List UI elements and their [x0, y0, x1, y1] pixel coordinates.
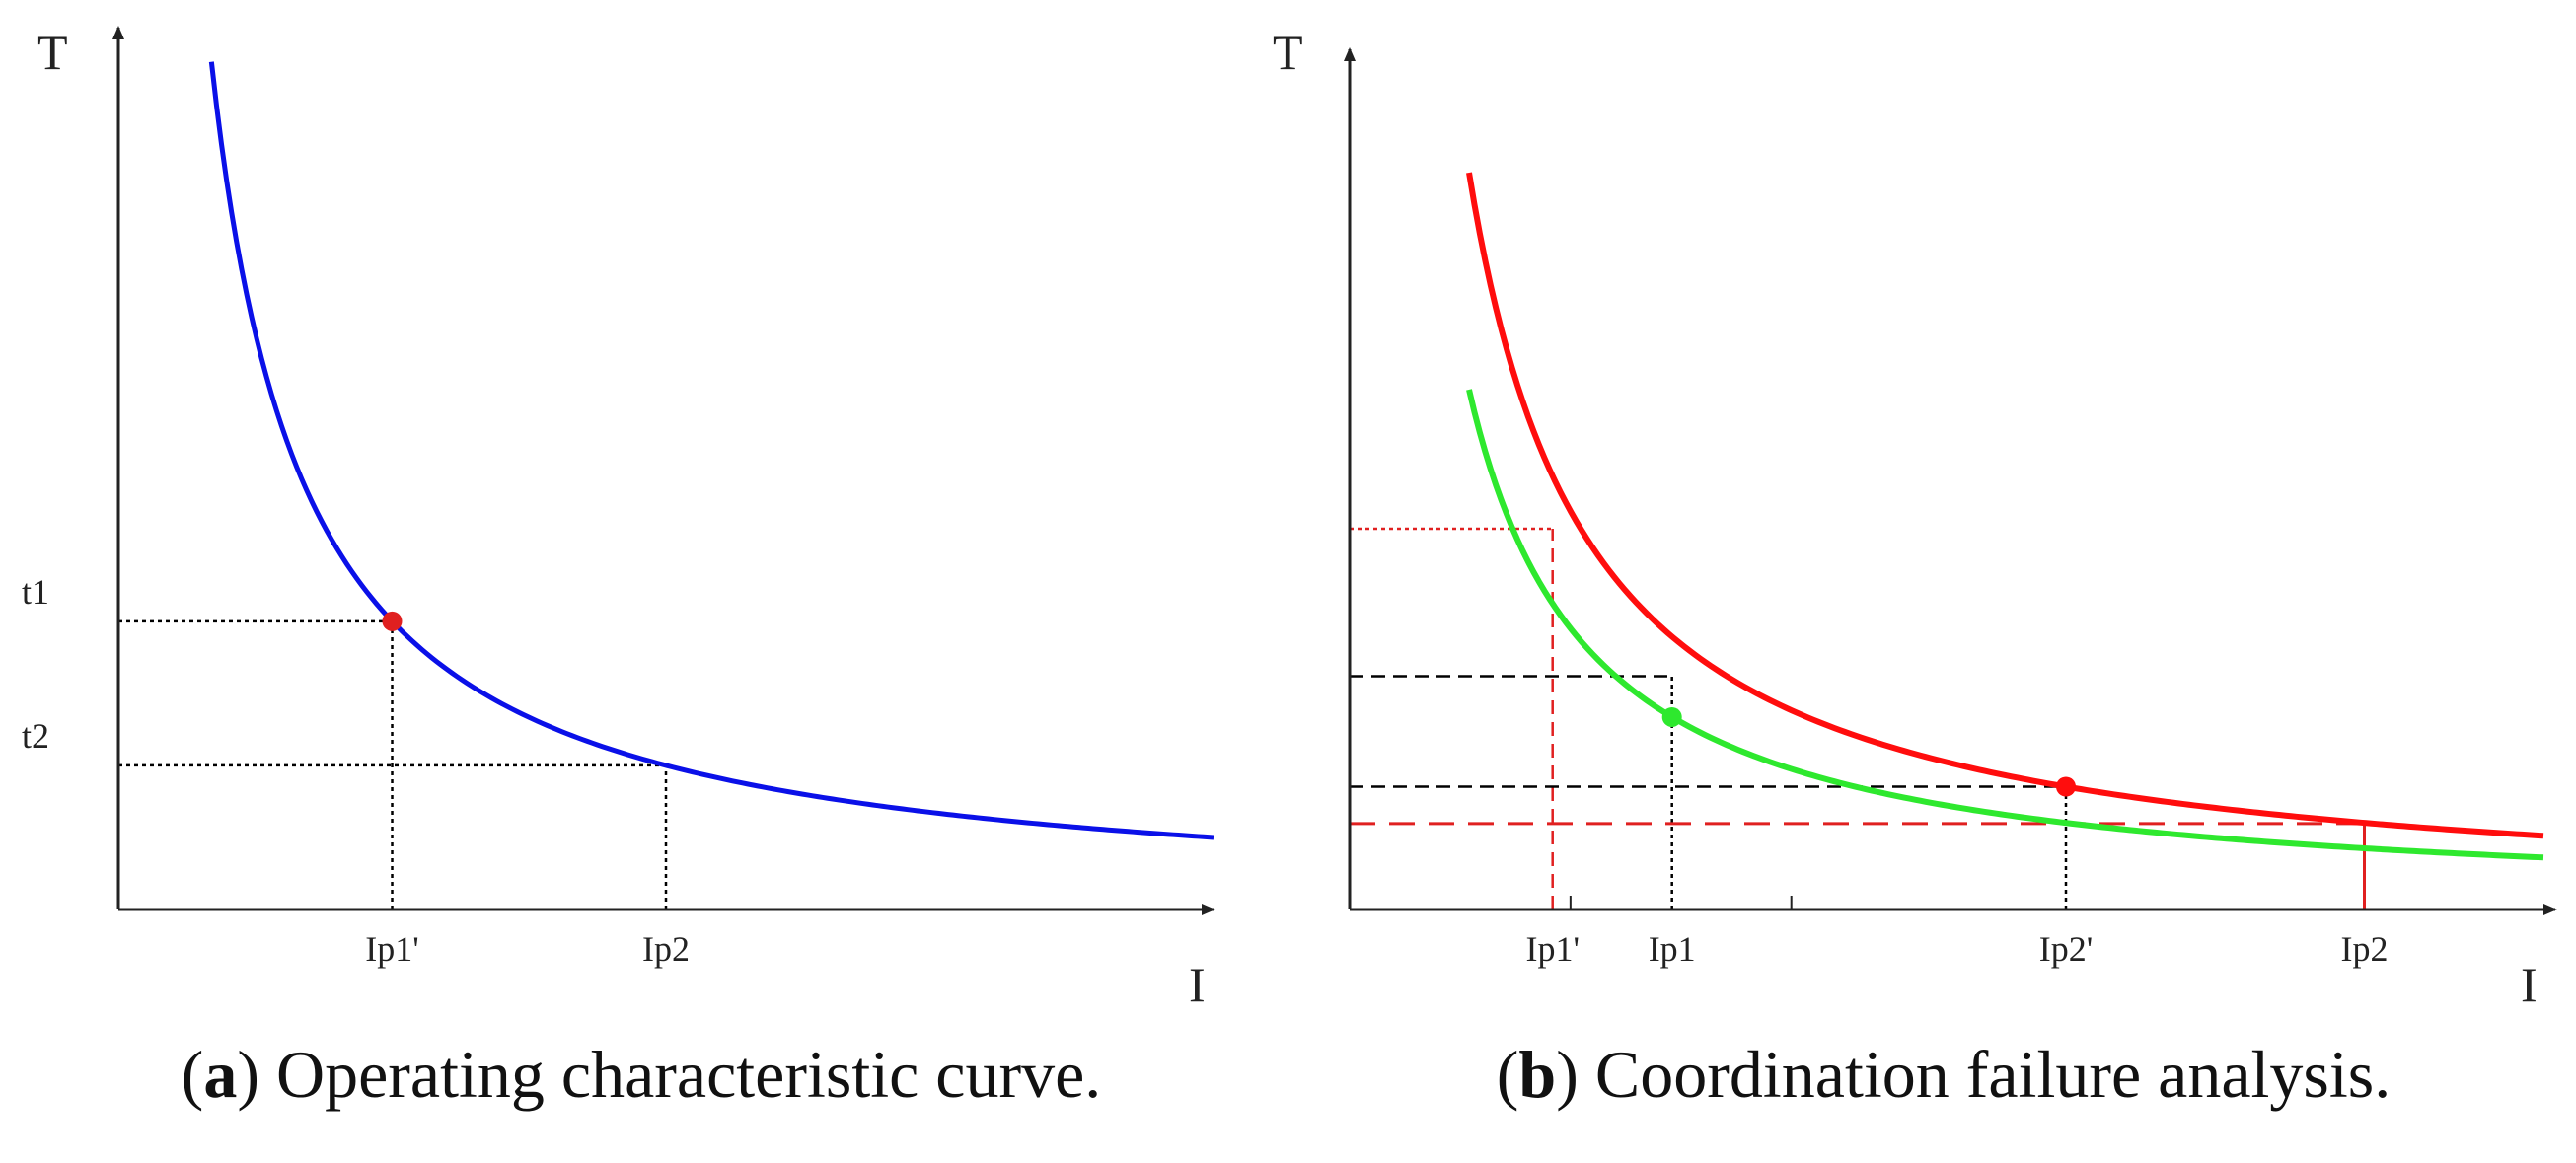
y-tick-label-a-0: t1 [22, 572, 49, 612]
data-point-b-0 [2056, 776, 2076, 797]
panel-a-chart: Ip1' Ip2 t1 t2 I T [22, 25, 1215, 1012]
data-point-a-0 [382, 611, 403, 631]
x-tick-label-b-1: Ip1 [1649, 929, 1696, 969]
x-tick-label-a-0: Ip1' [365, 929, 418, 969]
x-tick-label-b-3: Ip2 [2341, 929, 2389, 969]
y-axis-title-a: T [37, 25, 68, 80]
caption-b: (b) Coordination failure analysis. [1496, 1037, 2392, 1112]
caption-b-text: Coordination failure analysis. [1594, 1037, 2392, 1112]
panel-b-chart: Ip1' Ip1 Ip2' Ip2 I T [1273, 25, 2557, 1012]
series-line-a-0 [208, 61, 1214, 840]
x-axis-title-b: I [2521, 957, 2538, 1012]
x-tick-label-b-2: Ip2' [2039, 929, 2093, 969]
x-tick-label-a-1: Ip2 [642, 929, 690, 969]
x-tick-label-b-0: Ip1' [1525, 929, 1579, 969]
caption-a: (a) Operating characteristic curve. [181, 1037, 1102, 1112]
y-axis-title-b: T [1273, 25, 1303, 80]
caption-a-text: Operating characteristic curve. [275, 1037, 1102, 1112]
caption-a-label: a [203, 1037, 238, 1112]
caption-b-label: b [1518, 1037, 1557, 1112]
data-point-b-1 [1661, 706, 1682, 727]
x-axis-title-a: I [1189, 957, 1206, 1012]
y-tick-label-a-1: t2 [22, 716, 49, 756]
series-line-b-0 [1466, 172, 2544, 839]
series-line-b-1 [1466, 389, 2544, 861]
